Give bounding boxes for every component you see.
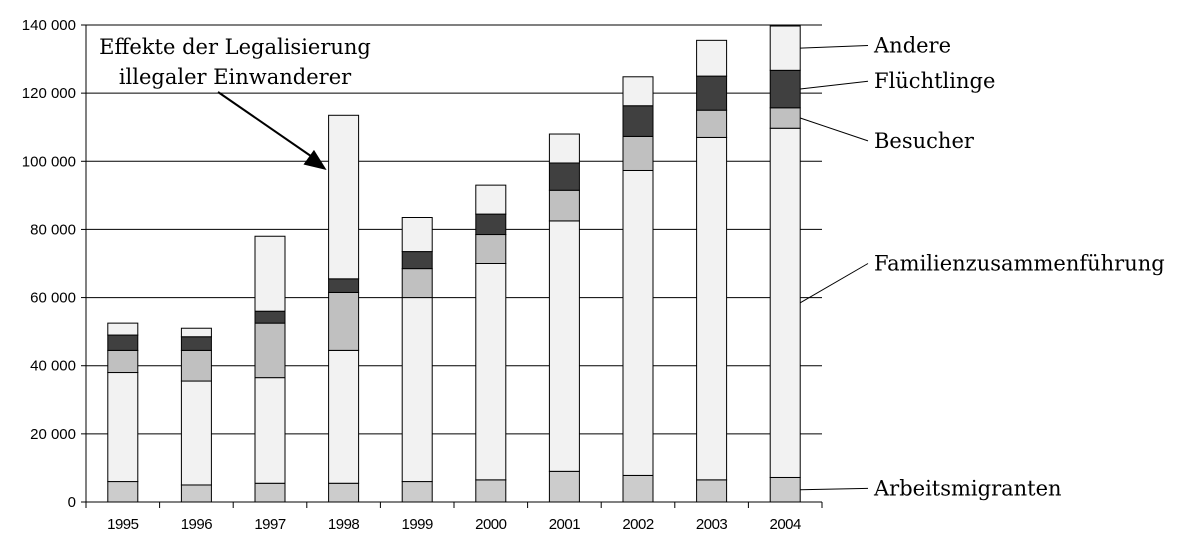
legend-leader (799, 263, 869, 304)
bar-segment (107, 372, 139, 483)
bar-segment (328, 349, 360, 484)
bar-segment (401, 217, 433, 253)
bar-segment (475, 479, 507, 503)
legend-leader (800, 80, 869, 90)
bars (107, 25, 801, 503)
bar-segment (107, 349, 139, 374)
bar-segment (769, 107, 801, 129)
legend-label: Familienzusammenführung (874, 252, 1165, 276)
x-tick-label: 2003 (696, 516, 728, 533)
bar-segment (107, 481, 139, 503)
x-tick-label: 1995 (107, 516, 139, 533)
bar-segment (401, 268, 433, 299)
bar-segment (548, 220, 580, 472)
annotation-arrow-line (217, 91, 318, 161)
y-tick-label: 100 000 (22, 153, 76, 170)
x-tick-label: 1997 (254, 516, 286, 533)
bar-segment (696, 39, 728, 77)
annotation-arrowhead (303, 149, 327, 170)
bar-segment (475, 234, 507, 265)
legend-label: Andere (873, 33, 951, 57)
bar-segment (328, 291, 360, 351)
y-tick-label: 20 000 (30, 426, 76, 443)
y-tick-label: 80 000 (30, 221, 76, 238)
bar-segment (696, 109, 728, 138)
bar-segment (769, 69, 801, 109)
x-tick-label: 2004 (770, 516, 802, 533)
bar-segment (328, 114, 360, 280)
bar-segment (401, 251, 433, 270)
bar-segment (622, 76, 654, 107)
bar-segment (769, 25, 801, 71)
bar-segment (548, 189, 580, 222)
bar-segment (401, 481, 433, 503)
bar-segment (696, 136, 728, 481)
bar-segment (254, 235, 286, 312)
bar-segment (622, 474, 654, 503)
bar-segment (180, 484, 212, 503)
legend-leader (800, 117, 869, 142)
bar-segment (401, 297, 433, 483)
bar-segment (769, 476, 801, 503)
bar-segment (696, 479, 728, 503)
bar-segment (254, 482, 286, 503)
x-tick-label: 1999 (402, 516, 434, 533)
bar-segment (107, 322, 139, 336)
y-tick-label: 60 000 (30, 290, 76, 307)
bar-segment (696, 75, 728, 111)
x-tick-labels: 1995 1996 1997 1998 1999 2000 2001 2002 2003 2004 (107, 516, 801, 533)
bar-segment (254, 322, 286, 379)
bar-segment (180, 349, 212, 382)
bar-segment (548, 133, 580, 164)
legend-label: Arbeitsmigranten (873, 476, 1062, 500)
annotation-line1: Effekte der Legalisierung (99, 35, 371, 59)
legend-leader (800, 44, 869, 49)
legend-leader (800, 487, 869, 491)
legend: Arbeitsmigranten Familienzusammenführung B… (799, 33, 1165, 500)
bar-segment (622, 105, 654, 137)
x-tick-label: 2000 (475, 516, 507, 533)
bar-segment (769, 127, 801, 478)
x-tick-label: 2002 (622, 516, 654, 533)
legend-label: Besucher (874, 129, 975, 153)
annotation: Effekte der Legalisierung illegaler Einw… (99, 35, 371, 170)
y-tick-label: 0 (68, 494, 76, 511)
bar-segment (548, 162, 580, 191)
bar-segment (254, 377, 286, 484)
legend-label: Flüchtlinge (874, 69, 995, 93)
bar-segment (254, 310, 286, 324)
bar-segment (328, 278, 360, 293)
y-tick-label: 140 000 (22, 17, 76, 34)
bar-segment (180, 380, 212, 486)
bar-segment (548, 470, 580, 503)
bar-segment (475, 263, 507, 481)
bar-segment (180, 336, 212, 351)
y-tick-labels: 0 20 000 40 000 60 000 80 000 100 000 120 000 1… (22, 17, 76, 511)
bar-segment (328, 482, 360, 503)
bar-segment (475, 213, 507, 236)
bar-segment (622, 169, 654, 476)
x-tick-label: 1996 (181, 516, 213, 533)
bar-segment (107, 334, 139, 351)
bar-segment (622, 135, 654, 171)
x-tick-label: 1998 (328, 516, 360, 533)
bar-segment (180, 327, 212, 338)
x-tick-label: 2001 (549, 516, 581, 533)
annotation-line2: illegaler Einwanderer (119, 65, 352, 89)
bar-segment (475, 184, 507, 215)
y-tick-label: 40 000 (30, 358, 76, 375)
y-tick-label: 120 000 (22, 85, 76, 102)
